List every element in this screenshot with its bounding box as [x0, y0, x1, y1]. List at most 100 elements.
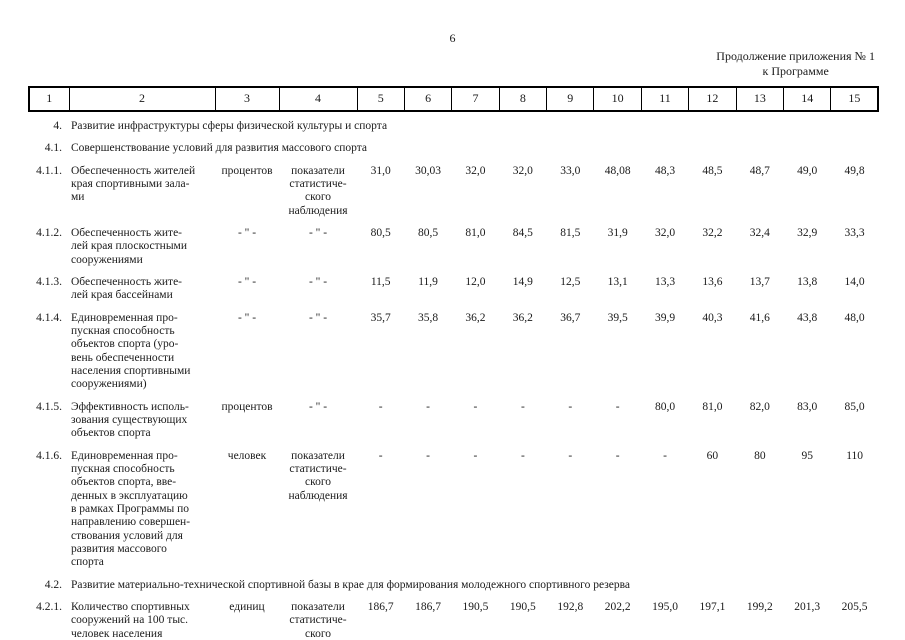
column-header-3: 3 [214, 86, 280, 112]
value-cell-col12: 32,2 [702, 226, 723, 239]
indicator-name: Обеспеченность жите- лей края бассейнами [71, 275, 183, 302]
value-cell-col8: 14,9 [512, 275, 533, 288]
section-title: Развитие материально-технической спортив… [71, 578, 630, 591]
value-cell-col10: 31,9 [607, 226, 628, 239]
value-cell-col7: - [473, 449, 478, 462]
value-cell-col13: 199,2 [746, 600, 773, 613]
value-cell-col14: 13,8 [797, 275, 818, 288]
table-row-4.1.3.: 4.1.3. Обеспеченность жите- лей края басс… [29, 268, 878, 304]
column-header-13: 13 [735, 86, 785, 112]
unit-cell: процентов [221, 164, 273, 177]
value-cell-col14: 32,9 [797, 226, 818, 239]
value-cell-col15: 110 [846, 449, 864, 462]
section-row-4.: 4. Развитие инфраструктуры сферы физическ… [29, 111, 878, 134]
column-header-row: 1 2 3 4 5 6 7 8 9 10 11 12 13 14 15 [28, 86, 879, 112]
column-header-5: 5 [356, 86, 405, 112]
value-cell-col14: 43,8 [797, 311, 818, 324]
value-cell-col11: 195,0 [652, 600, 678, 613]
value-cell-col8: - [520, 449, 525, 462]
appendix-note-line1: Продолжение приложения № 1 [716, 49, 875, 63]
indicator-name: Обеспеченность жите- лей края плоскостны… [71, 226, 187, 266]
value-cell-col8: 32,0 [512, 164, 533, 177]
unit-cell: - " - [237, 311, 257, 324]
row-number: 4. [53, 120, 62, 132]
value-cell-col5: 11,5 [370, 275, 391, 288]
value-cell-col5: - [378, 400, 383, 413]
page-number: 6 [449, 31, 456, 45]
indicator-name: Единовременная про- пускная способность … [71, 311, 191, 391]
value-cell-col10: 202,2 [604, 600, 631, 613]
value-cell-col11: 32,0 [654, 226, 676, 239]
value-cell-col13: 13,7 [749, 275, 770, 288]
source-cell: - " - [308, 400, 328, 413]
table-row-4.2.1.: 4.2.1. Количество спортивных сооружений н… [29, 593, 878, 640]
value-cell-col9: 36,7 [560, 311, 581, 324]
value-cell-col15: 33,3 [844, 226, 865, 239]
value-cell-col5: 80,5 [370, 226, 391, 239]
value-cell-col9: - [568, 400, 573, 413]
column-header-7: 7 [451, 86, 500, 112]
value-cell-col6: 11,9 [418, 275, 438, 288]
value-cell-col9: 192,8 [557, 600, 584, 613]
value-cell-col12: 60 [706, 449, 719, 462]
row-number: 4.1.5. [36, 400, 62, 413]
source-cell: показатели статистиче- ского наблюдения [288, 164, 348, 217]
value-cell-col9: 12,5 [560, 275, 581, 288]
value-cell-col6: - [426, 400, 430, 413]
value-cell-col10: 13,1 [607, 275, 628, 288]
value-cell-col6: 35,8 [418, 311, 439, 324]
value-cell-col5: 31,0 [370, 164, 391, 177]
indicator-name: Обеспеченность жителей края спортивными … [71, 164, 196, 204]
value-cell-col11: 80,0 [654, 400, 676, 413]
table-row-4.1.2.: 4.1.2. Обеспеченность жите- лей края плос… [29, 219, 878, 268]
value-cell-col13: 48,7 [749, 164, 770, 177]
column-header-12: 12 [688, 86, 737, 112]
value-cell-col14: 201,3 [794, 600, 821, 613]
table-row-4.1.6.: 4.1.6. Единовременная про- пускная способ… [29, 442, 878, 571]
value-cell-col6: 80,5 [418, 226, 439, 239]
value-cell-col7: 12,0 [465, 275, 486, 288]
value-cell-col11: 39,9 [654, 311, 676, 324]
column-header-4: 4 [278, 86, 358, 112]
indicator-name: Эффективность исполь- зования существующ… [71, 400, 189, 440]
value-cell-col7: 36,2 [465, 311, 486, 324]
value-cell-col10: - [615, 400, 620, 413]
value-cell-col6: 30,03 [415, 164, 442, 177]
value-cell-col6: 186,7 [415, 600, 442, 613]
value-cell-col5: 186,7 [367, 600, 394, 613]
table-row-4.1.1.: 4.1.1. Обеспеченность жителей края спорти… [29, 157, 878, 219]
source-cell: - " - [308, 311, 328, 324]
value-cell-col15: 205,5 [841, 600, 868, 613]
value-cell-col10: 39,5 [607, 311, 628, 324]
value-cell-col12: 48,5 [702, 164, 723, 177]
value-cell-col14: 49,0 [797, 164, 818, 177]
value-cell-col9: 81,5 [560, 226, 581, 239]
row-number: 4.1.1. [36, 164, 62, 177]
unit-cell: процентов [221, 400, 273, 413]
source-cell: показатели статистиче- ского наблюдения [288, 449, 348, 502]
value-cell-col8: - [520, 400, 525, 413]
value-cell-col12: 81,0 [702, 400, 723, 413]
value-cell-col14: 83,0 [797, 400, 818, 413]
value-cell-col8: 84,5 [512, 226, 533, 239]
value-cell-col11: 48,3 [654, 164, 676, 177]
value-cell-col11: - [663, 449, 667, 462]
value-cell-col7: 81,0 [465, 226, 486, 239]
unit-cell: - " - [237, 275, 257, 288]
source-cell: - " - [308, 275, 328, 288]
column-header-8: 8 [498, 86, 548, 112]
row-number: 4.1.6. [36, 449, 62, 462]
source-cell: показатели статистиче- ского наблюдения [289, 600, 347, 640]
section-row-4.1.: 4.1. Совершенствование условий для развит… [29, 134, 878, 156]
value-cell-col12: 40,3 [702, 311, 723, 324]
section-row-4.2.: 4.2. Развитие материально-технической спо… [29, 571, 878, 593]
row-number: 4.1.4. [36, 311, 62, 324]
indicator-name: Единовременная про- пускная способность … [71, 449, 191, 569]
value-cell-col11: 13,3 [654, 275, 676, 288]
value-cell-col10: - [615, 449, 620, 462]
column-header-14: 14 [783, 86, 832, 112]
value-cell-col13: 41,6 [749, 311, 770, 324]
source-cell: - " - [308, 226, 328, 239]
value-cell-col12: 197,1 [699, 600, 726, 613]
